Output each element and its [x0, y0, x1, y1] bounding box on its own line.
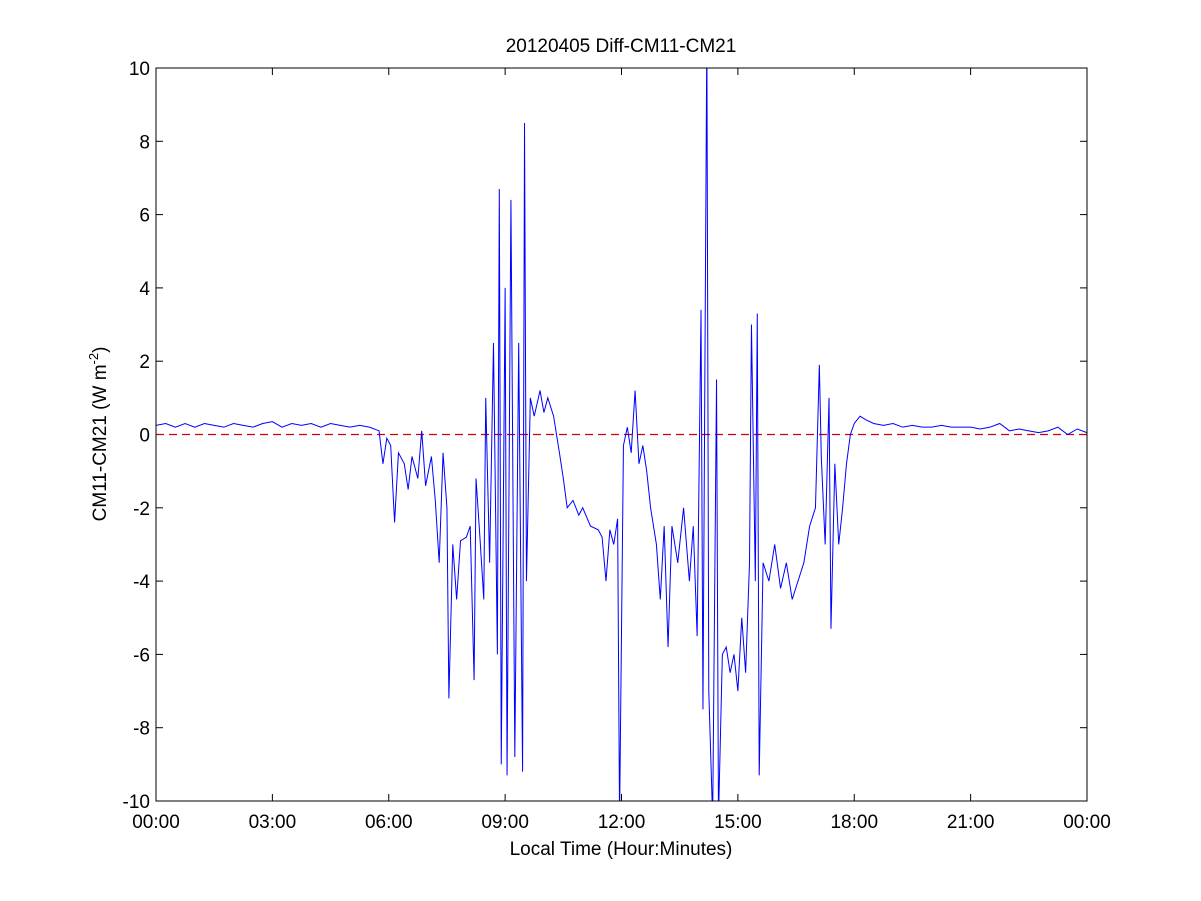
chart-title: 20120405 Diff-CM11-CM21 [506, 36, 737, 57]
plot-area [156, 68, 1087, 801]
x-tick-label: 00:00 [1063, 812, 1111, 833]
y-tick-label: -8 [133, 719, 150, 740]
y-tick-label: 6 [139, 206, 150, 227]
y-tick-label: -10 [123, 792, 150, 813]
y-tick-label: 2 [139, 352, 150, 373]
x-tick-label: 06:00 [365, 812, 413, 833]
x-tick-label: 21:00 [947, 812, 995, 833]
y-tick-label: 4 [139, 279, 150, 300]
x-tick-label: 15:00 [714, 812, 762, 833]
x-tick-label: 03:00 [249, 812, 297, 833]
y-axis-label: CM11-CM21 (W m-2) [86, 347, 111, 522]
y-tick-label: 8 [139, 132, 150, 153]
y-tick-label: -6 [133, 645, 150, 666]
x-tick-label: 18:00 [830, 812, 878, 833]
x-axis-label: Local Time (Hour:Minutes) [510, 839, 733, 860]
y-tick-label: 10 [129, 59, 150, 80]
y-tick-label: 0 [139, 426, 150, 447]
plot-frame [155, 67, 1088, 802]
data-line [156, 68, 1087, 801]
x-tick-label: 12:00 [598, 812, 646, 833]
y-tick-label: -2 [133, 499, 150, 520]
x-tick-label: 09:00 [481, 812, 529, 833]
x-tick-label: 00:00 [132, 812, 180, 833]
y-tick-label: -4 [133, 572, 150, 593]
